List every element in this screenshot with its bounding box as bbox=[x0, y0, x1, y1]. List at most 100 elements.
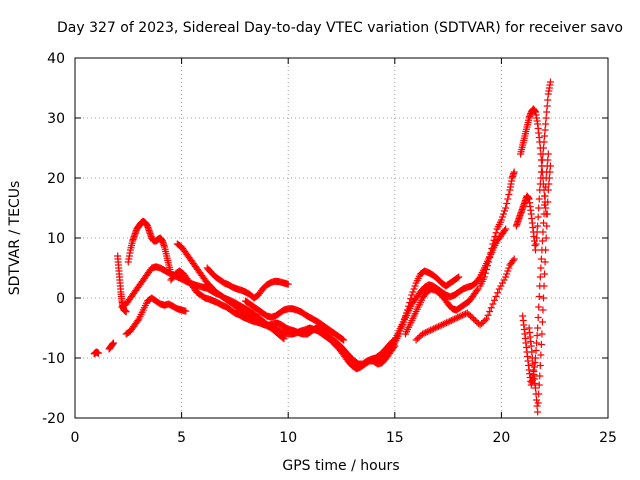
data-point bbox=[533, 339, 541, 347]
data-point bbox=[535, 303, 543, 311]
data-point bbox=[455, 273, 463, 281]
data-point bbox=[504, 195, 512, 203]
data-point bbox=[458, 311, 466, 319]
data-point bbox=[428, 326, 436, 333]
data-point bbox=[390, 338, 398, 345]
data-point bbox=[543, 222, 551, 230]
series-track-n bbox=[412, 255, 518, 344]
data-point bbox=[532, 354, 540, 362]
x-tick-label: 10 bbox=[279, 430, 297, 446]
data-point bbox=[134, 317, 142, 324]
data-point bbox=[409, 288, 417, 296]
data-point bbox=[501, 207, 509, 215]
data-point bbox=[462, 310, 470, 318]
y-tick-label: 10 bbox=[47, 231, 65, 247]
data-point bbox=[542, 114, 550, 122]
data-point bbox=[538, 318, 546, 326]
data-point bbox=[536, 362, 544, 369]
data-point bbox=[542, 174, 550, 182]
y-tick-label: 40 bbox=[47, 51, 65, 67]
data-point bbox=[182, 307, 190, 315]
data-point bbox=[487, 304, 495, 312]
data-point bbox=[541, 192, 549, 200]
data-point bbox=[492, 293, 500, 300]
data-point bbox=[450, 315, 458, 323]
y-tick-label: 30 bbox=[47, 111, 65, 127]
data-point bbox=[533, 234, 541, 242]
data-point bbox=[425, 327, 433, 335]
data-point bbox=[543, 162, 551, 170]
data-point bbox=[544, 150, 552, 158]
data-point bbox=[490, 236, 498, 244]
data-point bbox=[415, 333, 423, 341]
data-point bbox=[449, 316, 457, 324]
data-point bbox=[439, 320, 447, 328]
data-point bbox=[534, 213, 542, 221]
y-tick-labels: -20 -10 0 10 20 30 40 bbox=[42, 51, 65, 427]
data-point bbox=[408, 291, 416, 299]
data-point bbox=[534, 222, 542, 230]
data-point bbox=[533, 332, 541, 339]
data-point bbox=[540, 144, 548, 152]
data-point bbox=[544, 96, 552, 104]
y-tick-label: -20 bbox=[42, 411, 65, 427]
data-point bbox=[452, 314, 460, 322]
data-point bbox=[539, 306, 547, 314]
data-point bbox=[433, 323, 441, 331]
series-track-s bbox=[519, 150, 552, 389]
data-point bbox=[94, 349, 102, 357]
data-point bbox=[540, 138, 548, 146]
data-point bbox=[412, 336, 420, 344]
x-tick-label: 0 bbox=[71, 430, 80, 446]
data-point bbox=[497, 282, 505, 290]
data-point bbox=[340, 336, 348, 344]
data-point bbox=[502, 273, 510, 281]
data-point bbox=[498, 279, 506, 287]
data-point bbox=[491, 233, 499, 240]
data-point bbox=[510, 255, 518, 263]
data-point bbox=[542, 183, 550, 191]
data-point bbox=[497, 216, 505, 224]
data-point bbox=[422, 329, 430, 336]
data-point bbox=[280, 335, 288, 343]
data-point bbox=[542, 120, 550, 128]
data-point bbox=[532, 347, 540, 354]
data-point bbox=[466, 312, 474, 320]
y-tick-label: -10 bbox=[42, 351, 65, 367]
data-point bbox=[419, 330, 427, 338]
data-point bbox=[446, 317, 454, 325]
data-point bbox=[534, 399, 542, 407]
data-point bbox=[457, 312, 465, 320]
series-track-j bbox=[242, 297, 348, 344]
data-point bbox=[427, 326, 435, 334]
data-point bbox=[476, 321, 484, 329]
data-point bbox=[544, 198, 552, 206]
data-point bbox=[488, 245, 496, 252]
data-point bbox=[543, 102, 551, 110]
data-point bbox=[542, 234, 550, 242]
data-point bbox=[544, 156, 552, 164]
data-point bbox=[539, 228, 547, 236]
data-point bbox=[535, 204, 543, 212]
data-point bbox=[536, 282, 544, 290]
x-tick-label: 15 bbox=[386, 430, 404, 446]
data-point bbox=[540, 219, 548, 227]
data-point bbox=[527, 342, 535, 350]
data-point bbox=[509, 257, 517, 264]
data-point bbox=[541, 132, 549, 140]
data-point bbox=[485, 258, 493, 266]
data-point bbox=[503, 200, 511, 207]
data-points bbox=[90, 78, 554, 416]
data-point bbox=[546, 78, 554, 86]
data-point bbox=[535, 381, 543, 389]
x-tick-labels: 0 5 10 15 20 25 bbox=[71, 430, 617, 446]
data-point bbox=[535, 390, 543, 398]
data-point bbox=[430, 325, 438, 333]
data-point bbox=[447, 317, 455, 324]
chart-title: Day 327 of 2023, Sidereal Day-to-day VTE… bbox=[57, 20, 623, 36]
data-point bbox=[479, 318, 487, 326]
data-point bbox=[480, 273, 488, 281]
data-point bbox=[454, 314, 462, 321]
data-point bbox=[481, 317, 489, 324]
data-point bbox=[482, 315, 490, 323]
